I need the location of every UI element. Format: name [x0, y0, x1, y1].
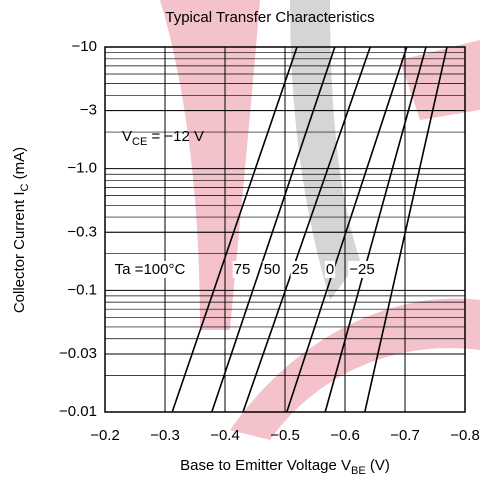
series-line [364, 47, 448, 412]
chart-title: Typical Transfer Characteristics [165, 9, 374, 26]
condition-sub: CE [132, 136, 147, 148]
x-tick-label: −0.5 [270, 427, 300, 444]
x-tick-label: −0.2 [90, 427, 120, 444]
y-label-unit: (mA) [11, 147, 28, 184]
series-line [171, 47, 298, 412]
x-tick-label: −0.4 [210, 427, 240, 444]
y-label-text: Collector Current I [11, 191, 28, 313]
condition-rest: = −12 V [147, 128, 204, 145]
series-line [242, 47, 371, 412]
y-tick-label: −1.0 [67, 160, 97, 177]
y-label-sub: C [19, 183, 31, 191]
series-label: Ta =100°C [115, 261, 186, 278]
y-tick-label: −0.3 [67, 223, 97, 240]
series-label: 50 [264, 261, 281, 278]
x-label-unit: (V) [366, 457, 390, 474]
series-label: −25 [349, 261, 374, 278]
series-label: 0 [326, 261, 334, 278]
y-axis-label: Collector Current IC (mA) [11, 147, 31, 313]
y-tick-label: −0.1 [67, 281, 97, 298]
label-bg [262, 260, 282, 278]
label-bg [348, 260, 376, 278]
series-label: 25 [292, 261, 309, 278]
x-tick-label: −0.6 [330, 427, 360, 444]
y-tick-label: −3 [80, 102, 97, 119]
x-tick-label: −0.3 [150, 427, 180, 444]
series-line [324, 47, 427, 412]
x-tick-label: −0.8 [450, 427, 480, 444]
series-line [286, 47, 408, 412]
series-label: 75 [234, 261, 251, 278]
condition-label: VCE = −12 V [122, 128, 204, 148]
x-label-sub: BE [351, 465, 366, 477]
label-bg [232, 260, 252, 278]
label-bg [290, 260, 310, 278]
y-tick-label: −0.01 [59, 403, 97, 420]
label-bg [324, 260, 336, 278]
x-label-text: Base to Emitter Voltage V [180, 457, 351, 474]
x-tick-label: −0.7 [390, 427, 420, 444]
condition-text: V [122, 128, 132, 145]
plot-frame [104, 46, 466, 413]
x-axis-label: Base to Emitter Voltage VBE (V) [180, 457, 390, 477]
series-line [211, 47, 336, 412]
y-tick-label: −0.03 [59, 345, 97, 362]
y-tick-label: −10 [72, 38, 97, 55]
label-bg [113, 260, 187, 278]
